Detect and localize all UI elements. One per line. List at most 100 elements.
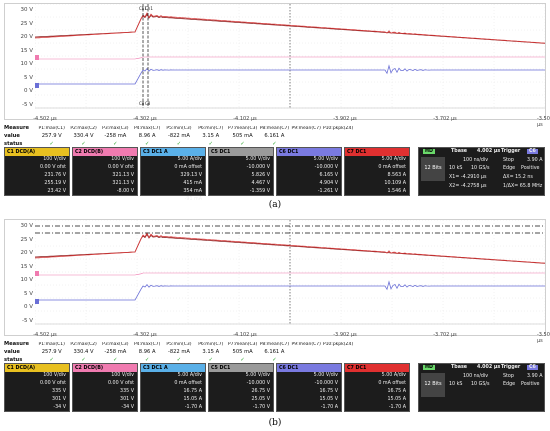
channel-ground-marker[interactable] <box>35 55 39 60</box>
y-tick-label: -5 V <box>22 317 33 324</box>
tb-level: 3.90 A <box>527 158 543 163</box>
tb-div: 100 ns/div <box>463 158 489 163</box>
channel-header: C7 DC1 <box>345 364 409 372</box>
measure-cell: ✓ <box>49 141 54 147</box>
channel-box-c5[interactable]: C5 DC1 5.00 V/div -10.000 V 26.75 V 25.05 V -… <box>208 363 274 412</box>
channel-ground-marker[interactable] <box>35 83 39 88</box>
cursor-marker-label: Ch1 <box>145 6 153 11</box>
tbase-value: 4.002 µs <box>477 149 501 154</box>
channel-value: 5.00 A/div <box>177 373 202 378</box>
measure-row-label: value <box>4 133 20 139</box>
channel-value: 16.75 V <box>319 389 338 394</box>
channel-header: C5 DC1 <box>209 148 273 156</box>
channel-ground-marker[interactable] <box>35 299 39 304</box>
measure-cell: P6:min(C7) <box>198 341 224 347</box>
channel-value: 335 V <box>120 389 134 394</box>
channel-header: C6 DC1 <box>277 364 341 372</box>
channel-value: 1.546 A <box>387 189 406 194</box>
channel-box-c6[interactable]: C6 DC1 5.00 V/div -10.000 V 16.75 V 15.05 V -… <box>276 363 342 412</box>
measure-cell: ✓ <box>144 141 150 147</box>
channel-box-c1[interactable]: C1 DCD(A) 100 V/div 0.00 V ofst 335 V 301 V -… <box>4 363 70 412</box>
waveform-plot-b[interactable] <box>35 220 545 337</box>
cursor-marker-label: C8 <box>145 101 151 106</box>
measure-cell: P3:max(C3) <box>102 341 129 347</box>
y-tick-label: 20 V <box>20 34 33 40</box>
channel-header: C5 DC1 <box>209 364 273 372</box>
channel-value: 0.00 V ofst <box>107 381 134 386</box>
tb-level: 3.90 A <box>527 374 543 379</box>
x-tick-label: -3.902 µs <box>333 116 357 122</box>
tb-rate: 10 GS/s <box>471 166 490 171</box>
channel-value: 0 mA offset <box>378 381 406 386</box>
measure-row-label: Measure <box>4 125 30 131</box>
measure-cell: 6.161 A <box>264 133 285 139</box>
channel-box-c7[interactable]: C7 DC1 5.00 A/div 0 mA offset 8.563 A 10.109… <box>344 147 410 196</box>
trigger-label: Trigger <box>501 149 521 154</box>
measure-row: value 257.9 V 330.4 V -258 mA 8.96 A -822 mA 3… <box>4 348 354 356</box>
channel-header: C3 DC1 A <box>141 364 205 372</box>
channel-value: 415 mA <box>183 181 202 186</box>
measure-cell: 330.4 V <box>73 133 94 139</box>
hd-badge: HD <box>423 365 435 370</box>
channel-box-c5[interactable]: C5 DC1 5.00 V/div -10.000 V 5.826 V 4.467 V -… <box>208 147 274 196</box>
cursor-x1: X1= -4.2910 µs <box>449 175 487 180</box>
measure-cell: ✓ <box>240 357 245 363</box>
channel-value: 301 V <box>52 397 66 402</box>
measure-cell: P1:max(C1) <box>38 125 65 131</box>
channel-value: 4.467 V <box>251 181 270 186</box>
measure-cell: P2:max(C2) <box>70 125 97 131</box>
channel-value: -1.70 V <box>252 405 270 410</box>
measure-cell: P9:mean(C7) <box>291 125 321 131</box>
measure-cell: P5:min(C3) <box>166 125 192 131</box>
channel-value: 0 mA offset <box>174 165 202 170</box>
channel-value: 354 mA <box>183 189 202 194</box>
tb-samples: 10 kS <box>449 166 463 171</box>
channel-value: -10.000 V <box>246 165 270 170</box>
trace-blue <box>35 280 545 301</box>
channel-box-c3[interactable]: C3 DC1 A 5.00 A/div 0 mA offset 329.13 V 415… <box>140 147 206 202</box>
timebase-box-b: HD Tbase 4.002 µs Trigger C6 12 Bits 100… <box>418 363 545 412</box>
channel-value: 23.42 V <box>47 189 66 194</box>
channel-value: 255.19 V <box>44 181 66 186</box>
cursor-freq: 1/ΔX= 65.8 MHz <box>503 184 543 189</box>
x-tick-label: -4.502 µs <box>33 332 57 338</box>
trace-pink <box>35 272 545 276</box>
measure-cell: 8.96 A <box>138 349 156 355</box>
measure-cell: P4:max(C7) <box>133 125 161 131</box>
channel-box-c2[interactable]: C2 DCD(B) 100 V/div 0.00 V ofst 335 V 301 V -… <box>72 363 138 412</box>
channel-box-c2[interactable]: C2 DCD(B) 100 V/div 0.00 V ofst 321.13 V 321… <box>72 147 138 196</box>
trace-red <box>35 232 545 264</box>
channel-value: 0.00 V ofst <box>107 165 134 170</box>
channel-value: 100 V/div <box>43 157 66 162</box>
x-tick-label: -3.502 µs <box>536 116 550 128</box>
channel-value: 10.109 A <box>384 181 406 186</box>
x-tick-label: -3.502 µs <box>536 332 550 344</box>
measure-table-b: Measure P1:max(C1) P2:max(C2) P3:max(C3) P4:… <box>4 340 354 364</box>
y-tick-label: 5 V <box>23 290 33 297</box>
measure-cell: 3.15 A <box>202 349 220 355</box>
tb-mode: Edge <box>503 166 516 171</box>
measure-cell: P1:max(C1) <box>38 341 65 347</box>
measure-cell: 257.9 V <box>41 349 62 355</box>
trace-red <box>35 12 545 44</box>
x-tick-label: -3.702 µs <box>433 116 457 122</box>
measure-cell: 8.96 A <box>138 133 156 139</box>
channel-header: C7 DC1 <box>345 148 409 156</box>
scope-display-a: 30 V 25 V 20 V 15 V 10 V 5 V 0 V -5 V -4.502 µs… <box>4 3 550 128</box>
measure-cell: ✓ <box>81 141 86 147</box>
y-tick-label: 15 V <box>20 263 33 270</box>
channel-box-c6[interactable]: C6 DC1 5.00 V/div -10.000 V 6.165 V 4.904 V -… <box>276 147 342 196</box>
channel-box-c1[interactable]: C1 DCD(A) 100 V/div 0.00 V ofst 231.76 V 255… <box>4 147 70 196</box>
channel-box-c7[interactable]: C7 DC1 5.00 A/div 0 mA offset 16.75 A 15.05 … <box>344 363 410 412</box>
measure-cell: ✓ <box>113 141 118 147</box>
channel-value: -1.70 A <box>388 405 406 410</box>
measure-row-label: Measure <box>4 341 30 347</box>
measure-row: status ✓ ✓ ✓ ✓ ✓ ✓ ✓ ✓ <box>4 140 354 148</box>
trigger-channel: C6 <box>527 365 538 370</box>
measure-cell: P10:pkpk(Z4) <box>322 341 354 347</box>
tbase-value: 4.002 µs <box>477 365 501 370</box>
channel-value: 100 V/div <box>111 157 134 162</box>
channel-box-c3[interactable]: C3 DC1 A 5.00 A/div 0 mA offset 16.75 A 15.0… <box>140 363 206 412</box>
channel-ground-marker[interactable] <box>35 271 39 276</box>
